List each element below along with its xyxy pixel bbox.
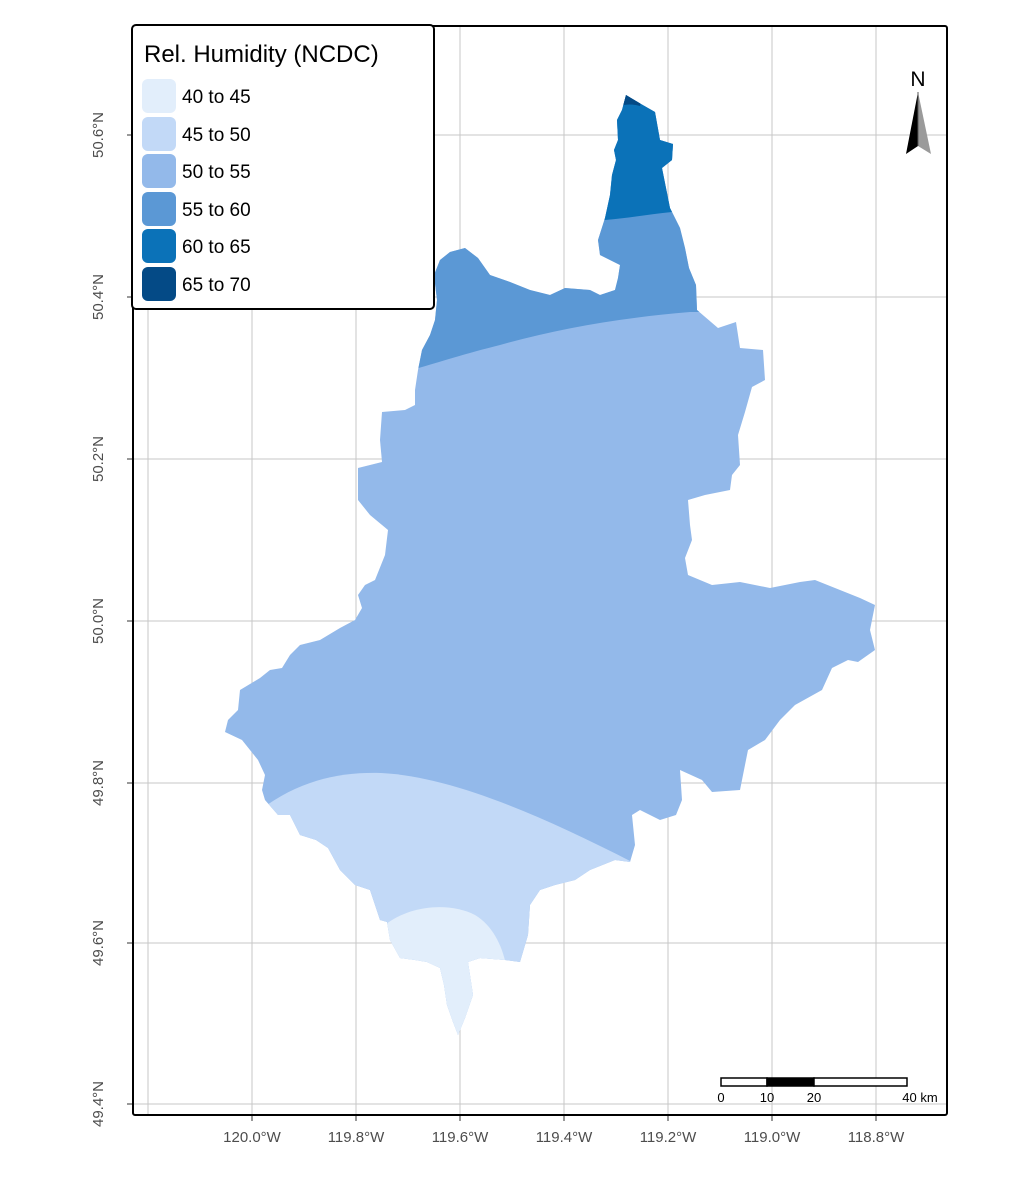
x-tick-label: 120.0°W — [223, 1129, 282, 1146]
legend-box — [131, 24, 435, 310]
legend-swatch — [142, 192, 176, 226]
legend-swatch — [142, 117, 176, 151]
legend-swatch — [142, 229, 176, 263]
scale-label: 10 — [760, 1090, 774, 1105]
scale-label: 0 — [717, 1090, 724, 1105]
x-tick-label: 119.4°W — [536, 1129, 593, 1146]
scale-label: 20 — [807, 1090, 821, 1105]
x-tick-label: 119.2°W — [640, 1129, 697, 1146]
north-arrow-label: N — [910, 68, 925, 91]
axis-ticks — [127, 134, 877, 1121]
legend-label: 55 to 60 — [182, 200, 251, 221]
legend-label: 65 to 70 — [182, 275, 251, 296]
scale-bar: 0 10 20 40 km — [717, 1077, 938, 1105]
north-arrow: N — [906, 68, 931, 154]
x-tick-label: 119.6°W — [432, 1129, 489, 1146]
y-axis-labels: 50.6°N 50.4°N 50.2°N 50.0°N 49.8°N 49.6°… — [90, 112, 107, 1127]
scale-label: 40 km — [902, 1090, 937, 1105]
scale-segment — [720, 1077, 768, 1087]
scale-segment — [813, 1077, 908, 1087]
humidity-band-65-70 — [615, 95, 645, 106]
legend-swatch — [142, 154, 176, 188]
y-tick-label: 49.4°N — [90, 1081, 107, 1127]
y-tick-label: 49.8°N — [90, 760, 107, 806]
humidity-band-60-65 — [590, 95, 700, 220]
x-tick-label: 119.0°W — [744, 1129, 801, 1146]
legend-label: 45 to 50 — [182, 125, 251, 146]
y-tick-label: 49.6°N — [90, 920, 107, 966]
map-panel — [132, 25, 948, 1116]
legend-title: Rel. Humidity (NCDC) — [144, 41, 379, 68]
scale-segment — [766, 1077, 815, 1087]
y-tick-label: 50.0°N — [90, 598, 107, 644]
y-tick-label: 50.2°N — [90, 436, 107, 482]
y-tick-label: 50.4°N — [90, 274, 107, 320]
humidity-band-40-45 — [380, 907, 506, 1035]
legend-label: 50 to 55 — [182, 162, 251, 183]
legend-label: 40 to 45 — [182, 87, 251, 108]
legend-label: 60 to 65 — [182, 237, 251, 258]
legend-swatch — [142, 79, 176, 113]
x-tick-label: 118.8°W — [848, 1129, 905, 1146]
x-tick-label: 119.8°W — [328, 1129, 385, 1146]
legend-swatch — [142, 267, 176, 301]
legend: Rel. Humidity (NCDC) 40 to 45 45 to 50 5… — [131, 24, 435, 310]
x-axis-labels: 120.0°W 119.8°W 119.6°W 119.4°W 119.2°W … — [223, 1129, 905, 1146]
y-tick-label: 50.6°N — [90, 112, 107, 158]
north-arrow-icon — [906, 92, 931, 154]
